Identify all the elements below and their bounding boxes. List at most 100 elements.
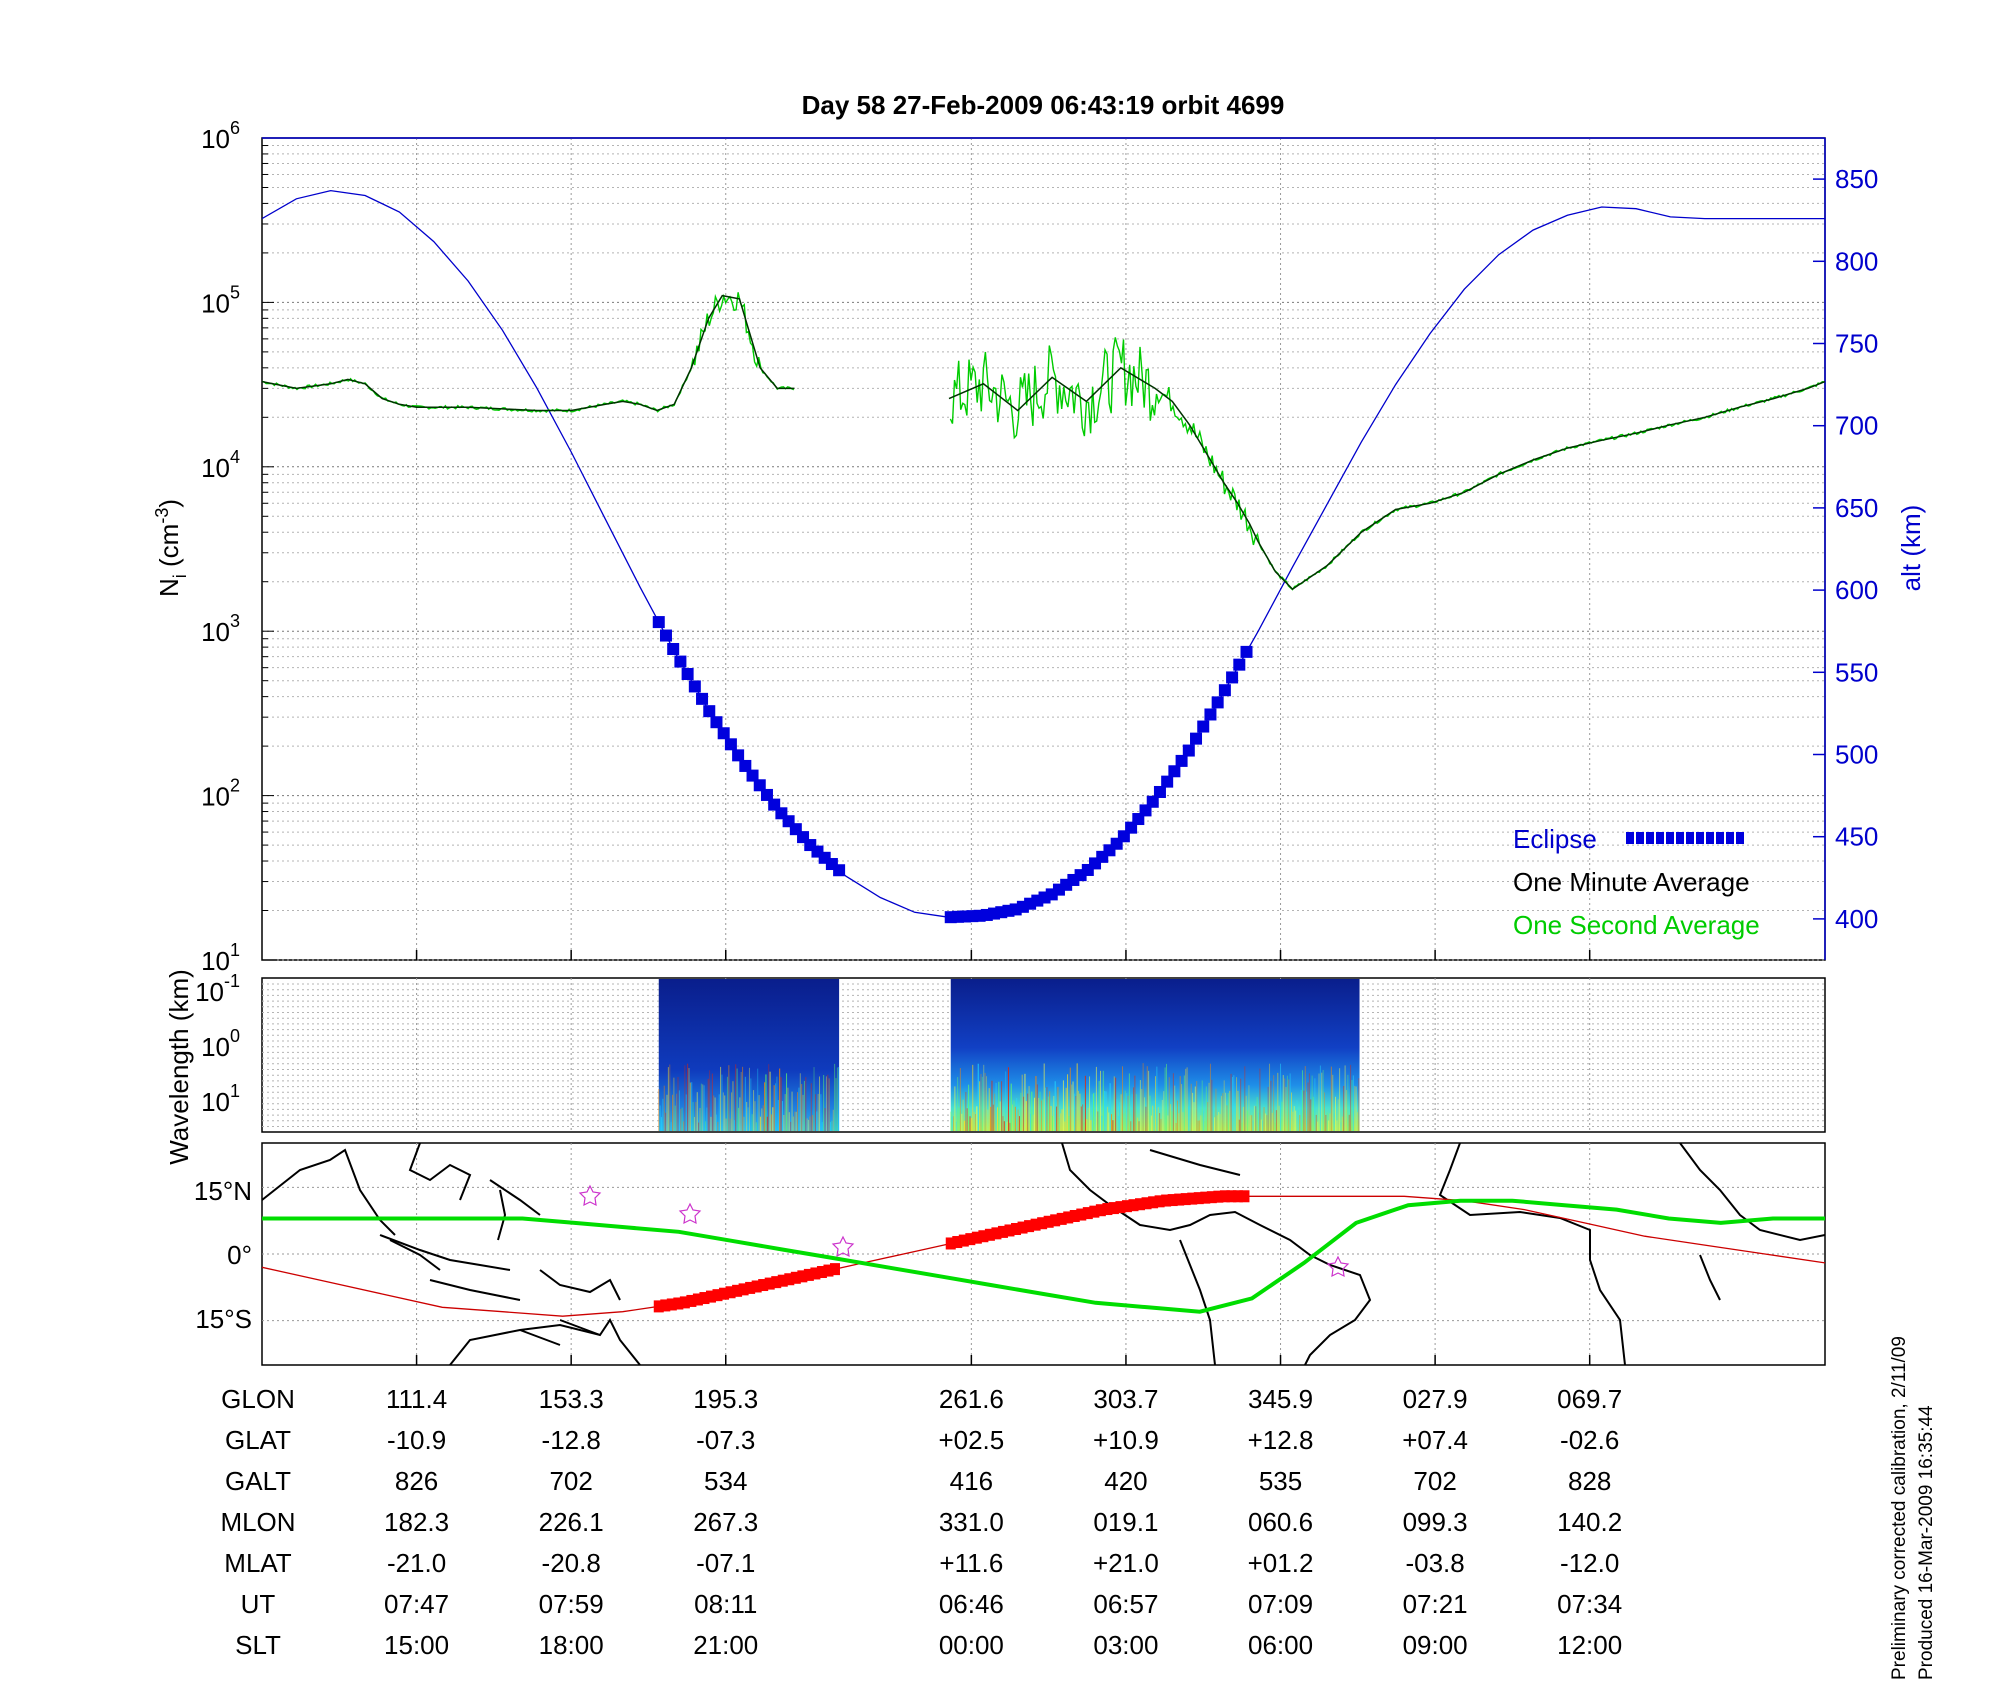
table-cell: +12.8: [1248, 1425, 1314, 1455]
map-eclipse-marker: [1095, 1204, 1106, 1217]
table-cell: 21:00: [693, 1630, 758, 1660]
legend-second-label: One Second Average: [1513, 910, 1760, 940]
legend-eclipse-dot: [1706, 832, 1714, 844]
map-eclipse-marker: [797, 1270, 808, 1283]
map-eclipse-marker: [1089, 1205, 1100, 1218]
eclipse-marker: [717, 727, 730, 740]
table-cell: +07.4: [1402, 1425, 1468, 1455]
chart-title: Day 58 27-Feb-2009 06:43:19 orbit 4699: [802, 90, 1285, 120]
wavelength-tick-label: 100: [201, 1026, 240, 1062]
table-row-label: GALT: [225, 1466, 291, 1496]
top-grid: [262, 138, 1825, 961]
table-cell: 06:57: [1093, 1589, 1158, 1619]
y-tick-label: 105: [201, 282, 240, 318]
map-eclipse-marker: [1043, 1215, 1054, 1228]
map-eclipse-marker: [758, 1279, 769, 1292]
map-eclipse-marker: [1011, 1223, 1022, 1236]
map-eclipse-marker: [712, 1289, 723, 1302]
eclipse-marker: [696, 692, 709, 705]
eclipse-marker: [659, 629, 672, 642]
table-cell: 027.9: [1403, 1384, 1468, 1414]
y-right-tick-label: 800: [1835, 246, 1878, 276]
spectrogram-y-label: Wavelength (km): [164, 969, 194, 1165]
eclipse-marker: [1240, 645, 1253, 658]
map-eclipse-marker: [1232, 1190, 1243, 1203]
map-eclipse-marker: [1082, 1207, 1093, 1220]
orbit-parameter-table: GLON GLAT GALT MLON MLAT UT SLT 111.4 -10.9 826 18…: [220, 1384, 1622, 1660]
y-right-tick-label: 400: [1835, 904, 1878, 934]
map-eclipse-marker: [666, 1298, 677, 1311]
map-eclipse-markers: [653, 1190, 1250, 1313]
map-eclipse-marker: [1024, 1220, 1035, 1233]
eclipse-marker: [1168, 765, 1181, 778]
map-lat-tick: 15°N: [194, 1176, 252, 1206]
table-cell: 069.7: [1557, 1384, 1622, 1414]
map-eclipse-marker: [1050, 1214, 1061, 1227]
eclipse-marker: [1197, 720, 1210, 733]
eclipse-marker: [1190, 732, 1203, 745]
ground-track-map-panel: 15°N 0° 15°S: [194, 1142, 1826, 1366]
map-eclipse-marker: [751, 1280, 762, 1293]
legend-eclipse-dot: [1726, 832, 1734, 844]
y-right-tick-label: 650: [1835, 493, 1878, 523]
eclipse-marker: [703, 705, 716, 718]
table-cell: 226.1: [539, 1507, 604, 1537]
table-cell: 828: [1568, 1466, 1611, 1496]
wavelength-spectrogram-panel: 10-1 100 101 Wavelength (km): [164, 969, 1826, 1165]
eclipse-markers: [652, 616, 1253, 924]
table-cell: 140.2: [1557, 1507, 1622, 1537]
map-eclipse-marker: [738, 1283, 749, 1296]
eclipse-marker: [760, 788, 773, 801]
map-eclipse-marker: [829, 1263, 840, 1276]
map-lat-tick: 0°: [227, 1240, 252, 1270]
legend-eclipse-dot: [1626, 832, 1634, 844]
legend-eclipse-dot: [1736, 832, 1744, 844]
table-cell: -20.8: [542, 1548, 601, 1578]
table-cell: +01.2: [1248, 1548, 1314, 1578]
eclipse-marker: [833, 864, 846, 877]
map-grid: [262, 1143, 1825, 1365]
map-eclipse-marker: [1161, 1194, 1172, 1207]
footnote-calibration: Preliminary corrected calibration, 2/11/…: [1889, 1336, 1910, 1680]
map-eclipse-marker: [653, 1300, 664, 1313]
table-cell: 03:00: [1093, 1630, 1158, 1660]
table-cell: 07:59: [539, 1589, 604, 1619]
legend-eclipse-dot: [1666, 832, 1674, 844]
eclipse-marker: [667, 643, 680, 656]
table-cell: -07.1: [696, 1548, 755, 1578]
map-eclipse-marker: [816, 1266, 827, 1279]
eclipse-marker: [1204, 708, 1217, 721]
legend-eclipse-dot: [1716, 832, 1724, 844]
y-tick-label: 106: [201, 118, 240, 154]
table-cell: 060.6: [1248, 1507, 1313, 1537]
table-cell: 182.3: [384, 1507, 449, 1537]
altitude-axis: 400 450 500 550 600 650 700 750 800 850: [262, 137, 1878, 960]
map-eclipse-marker: [679, 1296, 690, 1309]
map-eclipse-marker: [1063, 1211, 1074, 1224]
table-cell: -03.8: [1405, 1548, 1464, 1578]
coastline-australia: [449, 1318, 641, 1365]
map-eclipse-marker: [1108, 1202, 1119, 1215]
map-eclipse-marker: [1135, 1198, 1146, 1211]
density-axis: 101 102 103 104 105 106: [201, 118, 240, 976]
table-cell: 06:46: [939, 1589, 1004, 1619]
table-cell: 702: [1413, 1466, 1456, 1496]
table-cell: 019.1: [1093, 1507, 1158, 1537]
table-cell: +21.0: [1093, 1548, 1159, 1578]
map-eclipse-marker: [719, 1287, 730, 1300]
star-icon: [678, 1202, 702, 1225]
map-eclipse-marker: [1206, 1191, 1217, 1204]
table-row-label: GLAT: [225, 1425, 291, 1455]
map-eclipse-marker: [660, 1299, 671, 1312]
legend: Eclipse One Minute Average One Second Av…: [1513, 824, 1760, 940]
legend-eclipse-dot: [1656, 832, 1664, 844]
eclipse-marker: [732, 749, 745, 762]
map-eclipse-marker: [725, 1286, 736, 1299]
map-eclipse-marker: [1141, 1197, 1152, 1210]
spectrogram-streaks: [658, 1063, 1360, 1131]
map-eclipse-marker: [1102, 1203, 1113, 1216]
wavelength-axis: 10-1 100 101: [195, 971, 240, 1117]
map-eclipse-marker: [997, 1225, 1008, 1238]
table-cell: +02.5: [938, 1425, 1004, 1455]
